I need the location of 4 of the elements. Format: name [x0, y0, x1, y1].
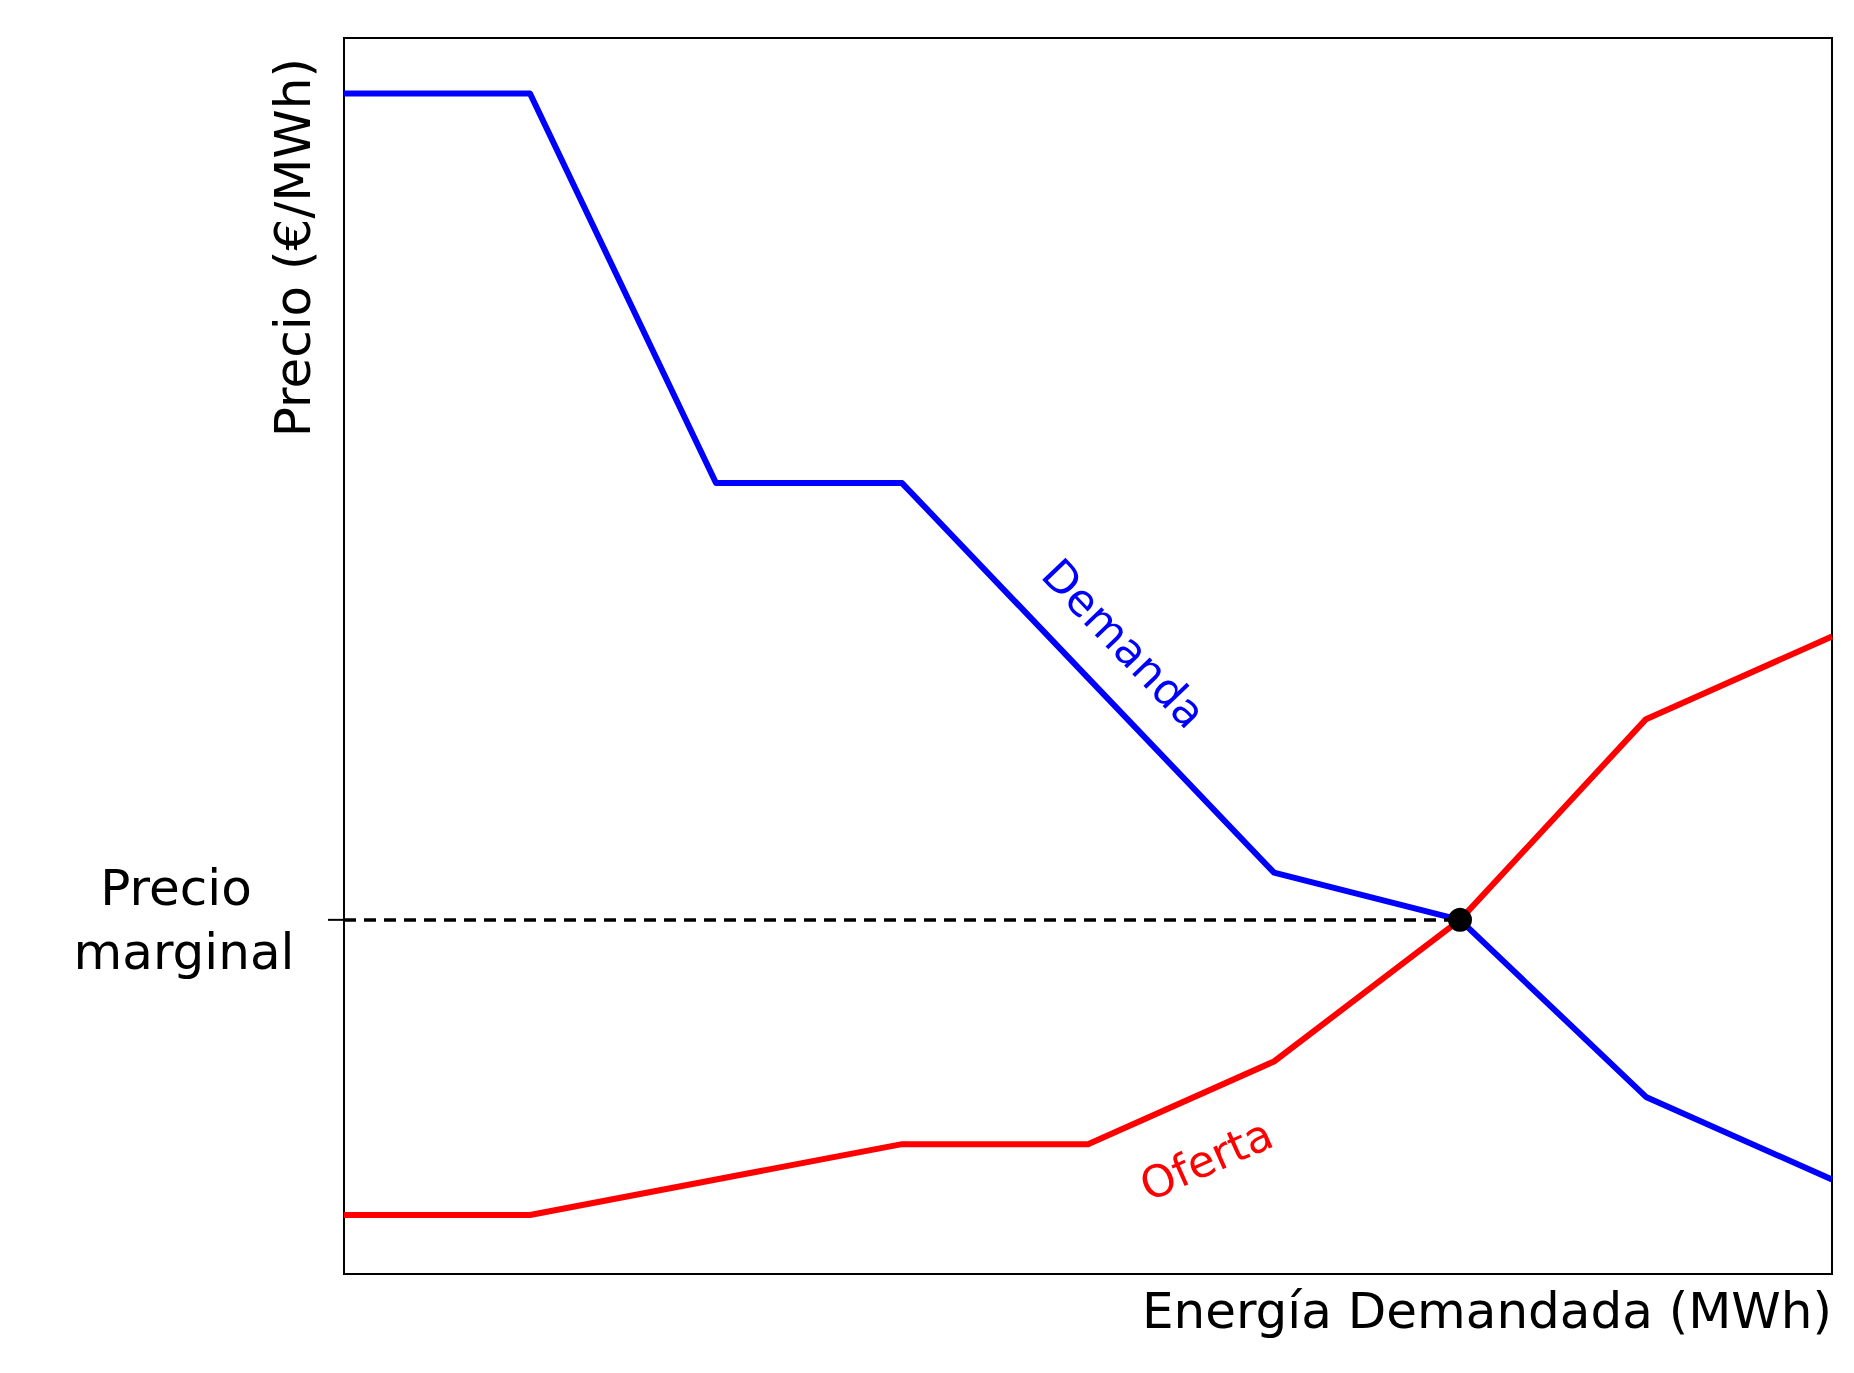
x-axis-title: Energía Demandada (MWh): [1141, 1282, 1833, 1340]
text: Oferta: [1132, 1107, 1281, 1212]
y-axis-title: Precio (€/MWh): [264, 58, 322, 438]
ref-line-label: Precio marginal: [73, 858, 295, 981]
